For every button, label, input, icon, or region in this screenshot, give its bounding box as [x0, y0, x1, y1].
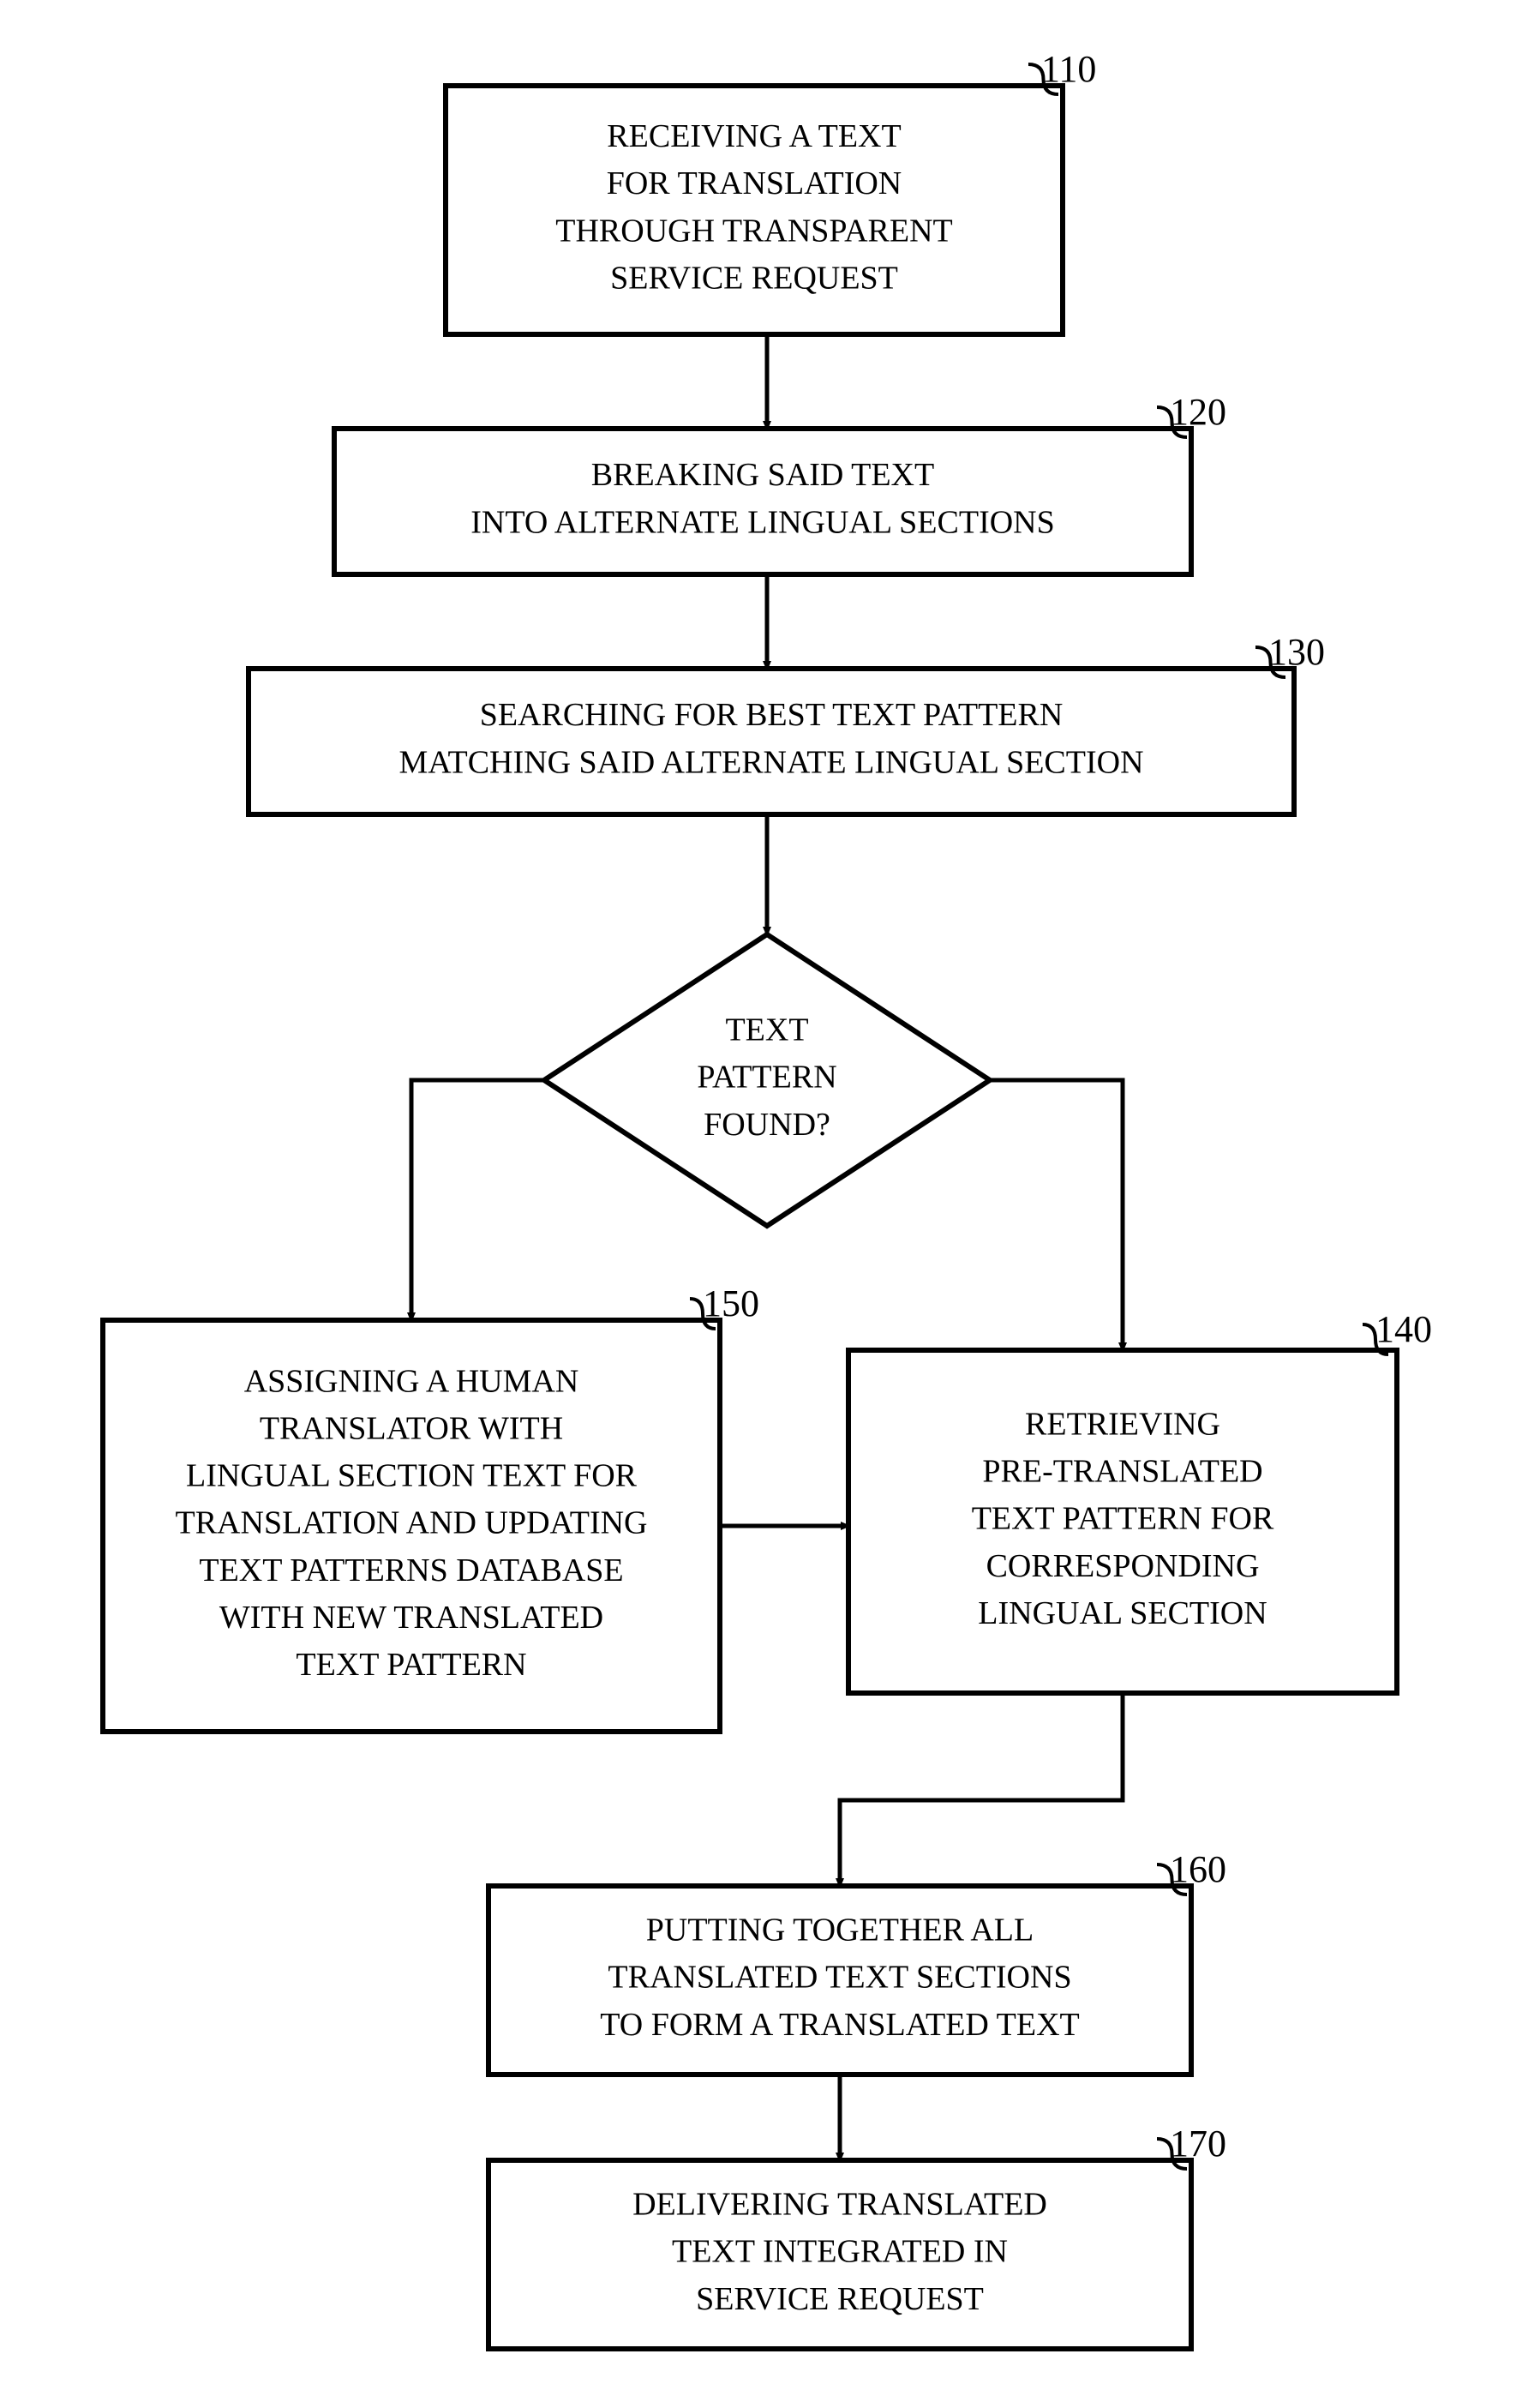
- node-n160-line-1: TRANSLATED TEXT SECTIONS: [608, 1960, 1071, 1996]
- edge-n140-n160: [840, 1693, 1123, 1886]
- node-n130-line-0: SEARCHING FOR BEST TEXT PATTERN: [480, 697, 1064, 733]
- node-n140-line-3: CORRESPONDING: [986, 1548, 1260, 1584]
- node-n150-line-4: TEXT PATTERNS DATABASE: [199, 1552, 623, 1588]
- node-n170: DELIVERING TRANSLATED TEXT INTEGRATED IN S…: [488, 2160, 1191, 2349]
- node-n120-line-1: INTO ALTERNATE LINGUAL SECTIONS: [470, 504, 1055, 540]
- node-n110-line-3: SERVICE REQUEST: [610, 260, 898, 296]
- node-n150-line-3: TRANSLATION AND UPDATING: [176, 1505, 648, 1541]
- label-n120: 120: [1170, 391, 1226, 433]
- label-n130: 130: [1268, 631, 1325, 673]
- node-n110-line-2: THROUGH TRANSPARENT: [555, 213, 952, 249]
- node-n150-line-5: WITH NEW TRANSLATED: [219, 1600, 603, 1636]
- label-n150: 150: [703, 1282, 759, 1324]
- label-n170: 170: [1170, 2123, 1226, 2165]
- node-decision-line-2: FOUND?: [704, 1107, 830, 1143]
- node-n150-line-2: LINGUAL SECTION TEXT FOR: [186, 1458, 638, 1494]
- node-decision-line-1: PATTERN: [697, 1060, 836, 1096]
- node-n150-line-0: ASSIGNING A HUMAN: [244, 1363, 579, 1399]
- node-n140-line-0: RETRIEVING: [1025, 1407, 1220, 1443]
- node-n120: BREAKING SAID TEXT INTO ALTERNATE LINGUAL…: [334, 429, 1191, 574]
- node-n150-line-1: TRANSLATOR WITH: [260, 1411, 563, 1447]
- node-n120-line-0: BREAKING SAID TEXT: [591, 457, 934, 493]
- node-n110: RECEIVING A TEXT FOR TRANSLATION THROUGH T…: [446, 86, 1063, 334]
- node-n150: ASSIGNING A HUMAN TRANSLATOR WITH LINGUAL …: [103, 1320, 720, 1732]
- node-n170-line-2: SERVICE REQUEST: [696, 2281, 984, 2317]
- node-decision: TEXT PATTERN FOUND?: [544, 934, 990, 1226]
- node-n130: SEARCHING FOR BEST TEXT PATTERN MATCHING …: [249, 669, 1294, 814]
- node-n160-line-0: PUTTING TOGETHER ALL: [646, 1913, 1034, 1949]
- edge-decision-n150: [411, 1080, 544, 1320]
- label-n140: 140: [1375, 1308, 1432, 1350]
- node-decision-line-0: TEXT: [725, 1012, 808, 1048]
- edge-decision-n140: [990, 1080, 1123, 1350]
- node-n160: PUTTING TOGETHER ALL TRANSLATED TEXT SECT…: [488, 1886, 1191, 2075]
- label-n110: 110: [1041, 48, 1096, 90]
- node-n170-line-1: TEXT INTEGRATED IN: [672, 2234, 1008, 2270]
- node-n170-line-0: DELIVERING TRANSLATED: [632, 2187, 1047, 2223]
- node-n110-line-1: FOR TRANSLATION: [607, 165, 902, 201]
- node-n160-line-2: TO FORM A TRANSLATED TEXT: [600, 2007, 1080, 2043]
- node-n110-line-0: RECEIVING A TEXT: [607, 118, 901, 154]
- node-n130-line-1: MATCHING SAID ALTERNATE LINGUAL SECTION: [398, 744, 1143, 780]
- node-n150-line-6: TEXT PATTERN: [296, 1647, 526, 1683]
- node-n140: RETRIEVING PRE-TRANSLATED TEXT PATTERN FOR…: [848, 1350, 1397, 1693]
- node-n140-line-1: PRE-TRANSLATED: [982, 1454, 1262, 1490]
- flowchart-diagram: RECEIVING A TEXT FOR TRANSLATION THROUGH T…: [0, 0, 1540, 2390]
- label-n160: 160: [1170, 1848, 1226, 1890]
- node-n140-line-2: TEXT PATTERN FOR: [972, 1501, 1274, 1537]
- node-n140-line-4: LINGUAL SECTION: [978, 1595, 1267, 1631]
